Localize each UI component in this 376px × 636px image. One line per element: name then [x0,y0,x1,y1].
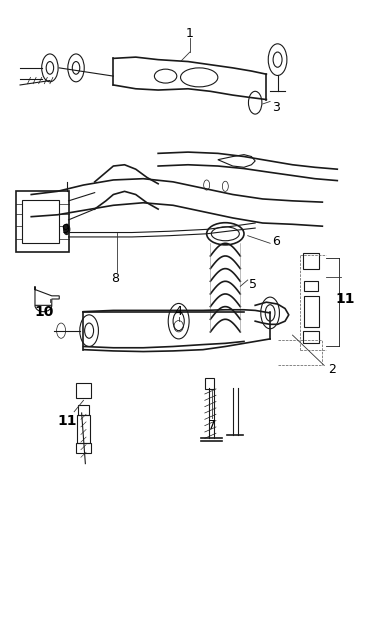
Text: 10: 10 [35,305,54,319]
Text: 11: 11 [57,414,76,428]
Text: 6: 6 [272,235,280,248]
Text: 3: 3 [272,101,280,114]
Text: 1: 1 [186,27,194,39]
Circle shape [64,225,70,235]
Text: 7: 7 [208,419,216,432]
Text: 5: 5 [249,278,257,291]
Text: 9: 9 [61,223,69,236]
Text: 8: 8 [111,272,119,285]
Text: 11: 11 [335,292,355,306]
Text: 4: 4 [175,305,183,318]
Text: 2: 2 [328,363,336,377]
